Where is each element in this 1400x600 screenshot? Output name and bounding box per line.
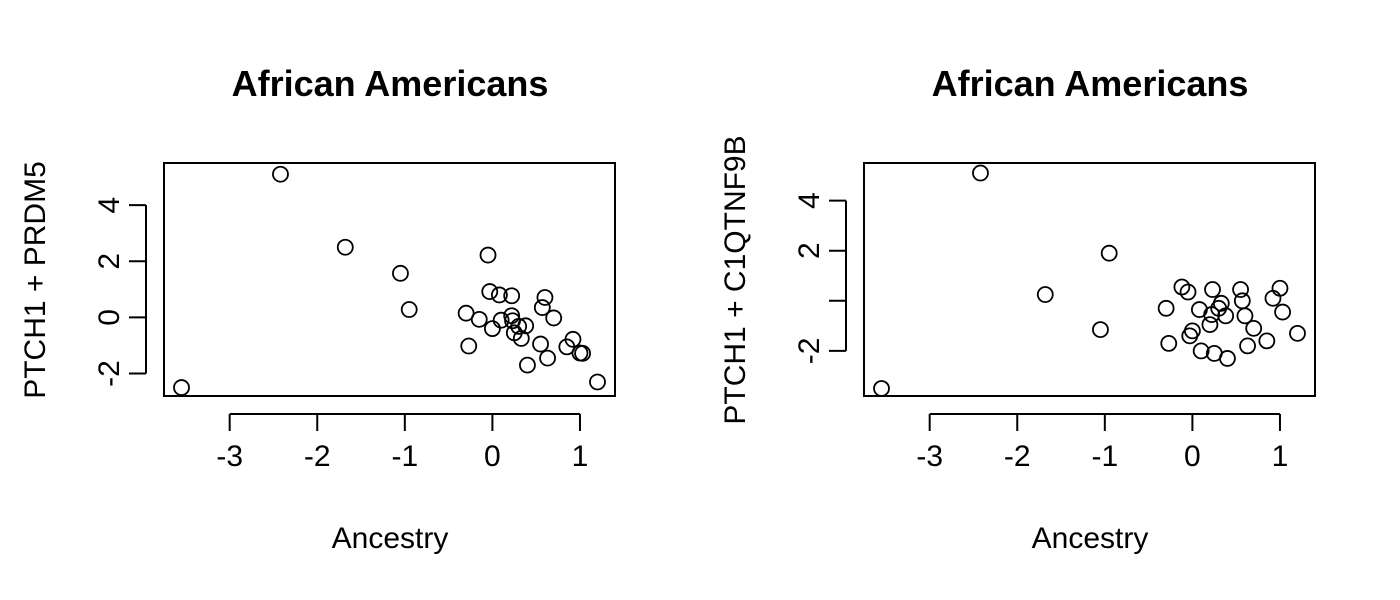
data-point bbox=[400, 301, 418, 318]
data-point bbox=[392, 264, 409, 282]
x-axis: -3 -2 -1 0 1 bbox=[916, 413, 1289, 473]
y-tick-label: 4 bbox=[93, 197, 126, 214]
data-points bbox=[873, 164, 1306, 397]
data-point bbox=[519, 356, 536, 374]
x-tick-label: -3 bbox=[216, 440, 243, 473]
data-point bbox=[1245, 319, 1263, 337]
data-point bbox=[1274, 303, 1291, 321]
data-point bbox=[1239, 337, 1256, 355]
data-point bbox=[491, 286, 508, 304]
x-tick-label: 0 bbox=[484, 440, 501, 473]
y-tick-label: -2 bbox=[793, 338, 826, 365]
data-point bbox=[1219, 350, 1236, 367]
x-axis-label: Ancestry bbox=[1032, 522, 1149, 555]
data-point bbox=[173, 379, 190, 396]
x-tick-label: -2 bbox=[304, 440, 331, 473]
data-point bbox=[503, 287, 521, 305]
data-point bbox=[1232, 281, 1249, 298]
data-point bbox=[1092, 321, 1109, 339]
y-axis: -2 0 2 4 bbox=[93, 197, 147, 387]
data-point bbox=[589, 373, 606, 391]
data-point bbox=[1217, 307, 1235, 325]
data-point bbox=[479, 246, 497, 264]
plot-frame bbox=[163, 162, 616, 397]
y-tick-label: 4 bbox=[793, 192, 826, 209]
data-point bbox=[1173, 278, 1191, 296]
plot-frame bbox=[863, 162, 1316, 397]
data-point bbox=[492, 311, 510, 329]
x-tick-label: -1 bbox=[391, 440, 418, 473]
data-point bbox=[1289, 324, 1306, 342]
data-point bbox=[470, 310, 488, 328]
data-point bbox=[564, 330, 582, 348]
data-point bbox=[539, 349, 556, 367]
chart-title: African Americans bbox=[232, 63, 549, 104]
data-point bbox=[1258, 332, 1276, 350]
data-point bbox=[1157, 299, 1175, 317]
data-point bbox=[545, 309, 563, 327]
data-point bbox=[1100, 244, 1118, 262]
y-tick-label: 2 bbox=[93, 253, 126, 270]
y-tick-label: 0 bbox=[93, 309, 126, 326]
data-point bbox=[336, 238, 354, 256]
data-point bbox=[574, 344, 591, 362]
x-tick-label: -2 bbox=[1004, 440, 1031, 473]
x-tick-label: 1 bbox=[1272, 440, 1289, 473]
data-point bbox=[1204, 281, 1221, 298]
data-point bbox=[536, 289, 554, 306]
data-point bbox=[1271, 279, 1289, 297]
x-tick-label: 0 bbox=[1184, 440, 1201, 473]
y-axis-label: PTCH1 + C1QTNF9B bbox=[719, 135, 752, 424]
data-point bbox=[481, 283, 499, 300]
data-point bbox=[1179, 283, 1197, 301]
data-point bbox=[272, 165, 289, 183]
x-tick-label: -3 bbox=[916, 440, 943, 473]
data-point bbox=[1192, 342, 1210, 360]
data-point bbox=[532, 335, 549, 353]
x-axis-label: Ancestry bbox=[332, 522, 449, 555]
data-point bbox=[1201, 316, 1219, 333]
data-point bbox=[1036, 286, 1054, 303]
scatter-panel-ptch1-c1qtnf9b: African Americans Ancestry PTCH1 + C1QTN… bbox=[719, 63, 1316, 555]
data-point bbox=[972, 164, 989, 182]
y-tick-label: -2 bbox=[93, 360, 126, 387]
data-point bbox=[1183, 322, 1201, 340]
x-tick-label: 1 bbox=[572, 440, 589, 473]
data-point bbox=[1264, 289, 1282, 307]
x-axis: -3 -2 -1 0 1 bbox=[216, 413, 589, 473]
x-tick-label: -1 bbox=[1091, 440, 1118, 473]
data-point bbox=[533, 299, 551, 316]
data-point bbox=[1236, 307, 1254, 325]
data-point bbox=[1160, 334, 1178, 352]
scatter-panel-ptch1-prdm5: African Americans Ancestry PTCH1 + PRDM5… bbox=[19, 63, 616, 555]
data-point bbox=[873, 380, 890, 397]
y-tick-label: 2 bbox=[793, 242, 826, 259]
y-axis: -2 2 4 bbox=[793, 192, 847, 365]
data-point bbox=[517, 317, 535, 335]
data-point bbox=[1233, 292, 1251, 310]
chart-title: African Americans bbox=[932, 63, 1249, 104]
data-points bbox=[173, 165, 606, 396]
y-axis-label: PTCH1 + PRDM5 bbox=[19, 161, 52, 399]
data-point bbox=[460, 337, 478, 355]
data-point bbox=[483, 320, 501, 338]
data-point bbox=[510, 317, 528, 335]
